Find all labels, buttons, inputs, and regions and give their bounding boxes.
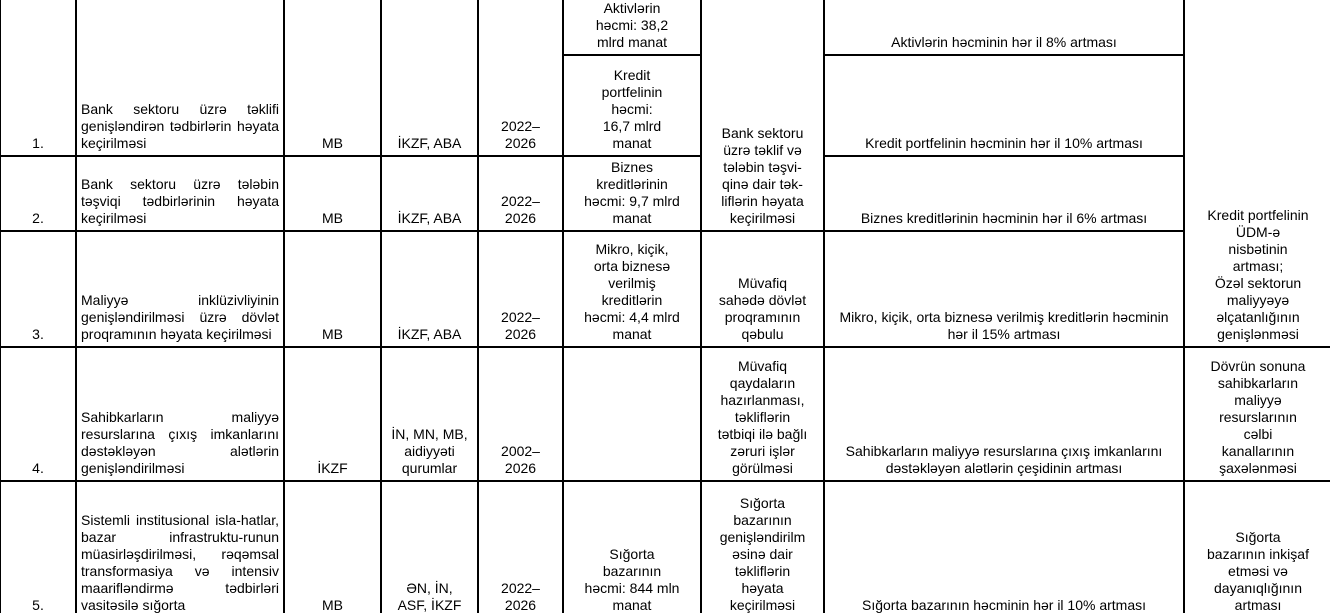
row-2-result: Biznes kreditlərinin həcminin hər il 6% … — [823, 155, 1185, 232]
row-5-indicator: Sığorta bazarının həcmi: 844 mln manat — [562, 480, 702, 613]
row-3-years: 2022– 2026 — [477, 230, 564, 348]
row-1-number: 1. — [0, 0, 77, 157]
row-1-result-assets: Aktivlərin həcminin hər il 8% artması — [823, 0, 1185, 56]
row-5-result: Sığorta bazarının həcminin hər il 10% ar… — [823, 480, 1185, 613]
row-4-partners: İN, MN, MB, aidiyyəti qurumlar — [380, 346, 479, 482]
row-4-indicator-empty — [562, 346, 702, 482]
row-3-number: 3. — [0, 230, 77, 348]
row-2-number: 2. — [0, 155, 77, 232]
row-3-indicator: Mikro, kiçik, orta biznesə verilmiş kred… — [562, 230, 702, 348]
row-4-outcome: Dövrün sonuna sahibkarların maliyyə resu… — [1183, 346, 1330, 482]
rows-1-3-outcome: Kredit portfelinin ÜDM-ə nisbətinin artm… — [1183, 0, 1330, 348]
row-1-measure: Bank sektoru üzrə təklifi genişləndirən … — [75, 0, 285, 157]
row-4-measure: Sahibkarların maliyyə resurslarına çıxış… — [75, 346, 285, 482]
row-5-number: 5. — [0, 480, 77, 613]
row-2-partners: İKZF, ABA — [380, 155, 479, 232]
row-1-indicator-assets: Aktivlərin həcmi: 38,2 mlrd manat — [562, 0, 702, 56]
row-4-action: Müvafiq qaydaların hazırlanması, təklifl… — [700, 346, 825, 482]
row-3-partners: İKZF, ABA — [380, 230, 479, 348]
row-2-indicator: Biznes kreditlərinin həcmi: 9,7 mlrd man… — [562, 155, 702, 232]
row-2-responsible-body: MB — [283, 155, 382, 232]
row-1-indicator-credit: Kredit portfelinin həcmi: 16,7 mlrd mana… — [562, 54, 702, 157]
rows-1-2-action: Bank sektoru üzrə təklif və tələbin təşv… — [700, 0, 825, 232]
row-4-responsible-body: İKZF — [283, 346, 382, 482]
row-2-measure: Bank sektoru üzrə tələbin təşviqi tədbir… — [75, 155, 285, 232]
row-2-years: 2022– 2026 — [477, 155, 564, 232]
row-4-result: Sahibkarların maliyyə resurslarına çıxış… — [823, 346, 1185, 482]
row-1-responsible-body: MB — [283, 0, 382, 157]
row-5-partners: ƏN, İN, ASF, İKZF — [380, 480, 479, 613]
row-3-measure: Maliyyə inklüzivliyinin genişləndirilməs… — [75, 230, 285, 348]
row-5-action: Sığorta bazarının genişləndirilm əsinə d… — [700, 480, 825, 613]
row-1-partners: İKZF, ABA — [380, 0, 479, 157]
row-1-years: 2022– 2026 — [477, 0, 564, 157]
row-1-result-credit: Kredit portfelinin həcminin hər il 10% a… — [823, 54, 1185, 157]
row-4-years: 2002– 2026 — [477, 346, 564, 482]
row-3-result: Mikro, kiçik, orta biznesə verilmiş kred… — [823, 230, 1185, 348]
row-3-action: Müvafiq sahədə dövlət proqramının qəbulu — [700, 230, 825, 348]
row-5-years: 2022– 2026 — [477, 480, 564, 613]
row-3-responsible-body: MB — [283, 230, 382, 348]
row-5-responsible-body: MB — [283, 480, 382, 613]
row-5-outcome: Sığorta bazarının inkişaf etməsi və daya… — [1183, 480, 1330, 613]
row-4-number: 4. — [0, 346, 77, 482]
row-5-measure: Sistemli institusional isla-hatlar, baza… — [75, 480, 285, 613]
